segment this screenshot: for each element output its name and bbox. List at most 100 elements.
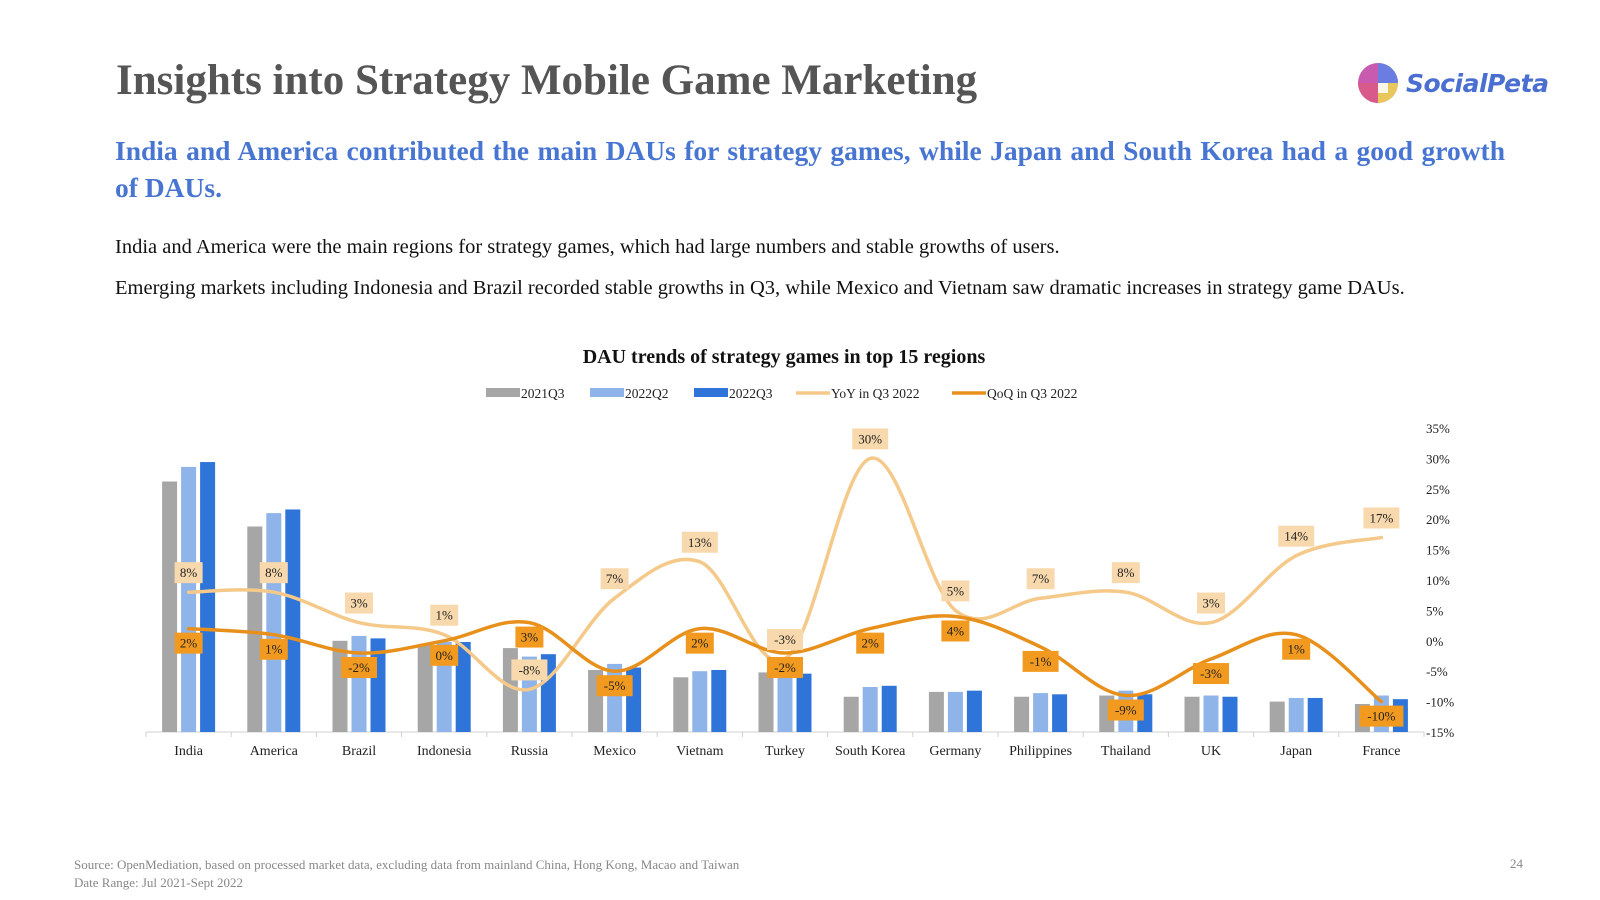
yoy-label-box [1197, 592, 1225, 614]
yoy-label-box [767, 629, 803, 651]
yoy-data-label: 30% [858, 431, 882, 446]
qoq-label-box [341, 656, 377, 678]
x-tick-label: Brazil [342, 744, 376, 759]
bar [692, 671, 708, 732]
bar [1203, 695, 1219, 732]
yoy-data-label: 8% [265, 565, 283, 580]
x-tick-label: Thailand [1101, 744, 1151, 759]
yoy-label-box [1363, 507, 1400, 529]
y-right-tick-label: -10% [1426, 695, 1454, 710]
bar [1288, 697, 1304, 732]
bar [711, 669, 727, 732]
bar [947, 691, 963, 732]
yoy-label-box [259, 562, 288, 584]
x-tick-label: Mexico [593, 744, 636, 759]
bar [1307, 697, 1323, 732]
logo-icon [1358, 63, 1398, 103]
y-right-tick-label: 10% [1426, 573, 1450, 588]
yoy-label-box [681, 531, 718, 553]
x-tick-label: India [174, 744, 204, 759]
yoy-label-box [430, 604, 459, 626]
bar [455, 642, 471, 732]
qoq-data-label: 2% [691, 636, 709, 651]
yoy-label-box [1026, 568, 1055, 590]
qoq-label-box [1193, 663, 1229, 685]
x-tick-label: Indonesia [417, 744, 472, 759]
bar [417, 644, 433, 732]
bar [1184, 696, 1200, 732]
x-tick-label: UK [1201, 744, 1221, 759]
qoq-label-box [1022, 650, 1059, 672]
yoy-data-label: 14% [1284, 529, 1308, 544]
qoq-data-label: 2% [180, 636, 198, 651]
y-right-tick-label: 35% [1426, 421, 1450, 436]
bar [200, 462, 216, 732]
legend-label: 2021Q3 [521, 386, 565, 401]
bar [351, 635, 367, 732]
qoq-data-label: -10% [1367, 709, 1395, 724]
legend-swatch [590, 388, 624, 397]
x-tick-label: Germany [929, 744, 981, 759]
logo-text: SocialPeta [1406, 68, 1549, 98]
legend-label: QoQ in Q3 2022 [987, 386, 1077, 401]
body-paragraph-1: India and America were the main regions … [115, 236, 1060, 258]
x-tick-label: Philippines [1009, 744, 1072, 759]
qoq-label-box [259, 638, 288, 660]
x-tick-label: Vietnam [676, 744, 723, 759]
qoq-data-label: 2% [862, 636, 880, 651]
bar [843, 696, 859, 732]
bar [881, 685, 897, 732]
source-note: Source: OpenMediation, based on processe… [74, 857, 740, 872]
yoy-data-label: 17% [1369, 510, 1393, 525]
bar [247, 526, 263, 732]
bar [266, 513, 282, 732]
qoq-data-label: -9% [1115, 703, 1137, 718]
y-right-tick-label: 25% [1426, 482, 1450, 497]
yoy-line [186, 456, 1384, 692]
x-tick-label: France [1362, 744, 1400, 759]
bar [673, 677, 689, 732]
qoq-label-box [856, 632, 885, 654]
chart-title: DAU trends of strategy games in top 15 r… [583, 346, 986, 368]
legend-label: 2022Q2 [625, 386, 669, 401]
legend-label: YoY in Q3 2022 [831, 386, 920, 401]
bar [1033, 693, 1049, 732]
yoy-data-label: 5% [947, 583, 965, 598]
x-tick-label: America [250, 744, 299, 759]
y-right-tick-label: 15% [1426, 543, 1450, 558]
page-title: Insights into Strategy Mobile Game Marke… [116, 57, 978, 104]
qoq-label-box [1107, 699, 1144, 721]
dau-chart: DAU trends of strategy games in top 15 r… [145, 346, 1454, 759]
qoq-data-label: -2% [774, 660, 796, 675]
body-paragraph-2: Emerging markets including Indonesia and… [115, 277, 1405, 299]
bar [777, 673, 793, 732]
qoq-label-box [941, 620, 970, 642]
qoq-label-box [767, 656, 803, 678]
bar [796, 673, 812, 732]
qoq-data-label: -2% [348, 660, 370, 675]
x-tick-label: Japan [1280, 744, 1312, 759]
y-right-tick-label: -5% [1426, 664, 1448, 679]
bar [162, 481, 178, 732]
qoq-label-box [685, 632, 714, 654]
bar [332, 640, 348, 732]
bar [181, 466, 197, 732]
bar [1052, 694, 1068, 732]
yoy-label-box [1278, 525, 1315, 547]
legend-swatch [486, 388, 520, 397]
y-right-tick-label: -15% [1426, 725, 1454, 740]
bar [862, 687, 878, 732]
yoy-label-box [511, 659, 548, 681]
socialpeta-logo: SocialPeta [1356, 58, 1556, 108]
y-right-tick-label: 20% [1426, 512, 1450, 527]
yoy-data-label: 7% [606, 571, 624, 586]
bar [928, 691, 944, 732]
yoy-data-label: 7% [1032, 571, 1050, 586]
qoq-label-box [1282, 638, 1311, 660]
qoq-line [186, 614, 1384, 704]
page-number: 24 [1510, 856, 1523, 871]
qoq-data-label: 1% [265, 642, 283, 657]
yoy-label-box [345, 592, 373, 614]
x-tick-label: Russia [511, 744, 549, 759]
yoy-data-label: -8% [519, 662, 541, 677]
